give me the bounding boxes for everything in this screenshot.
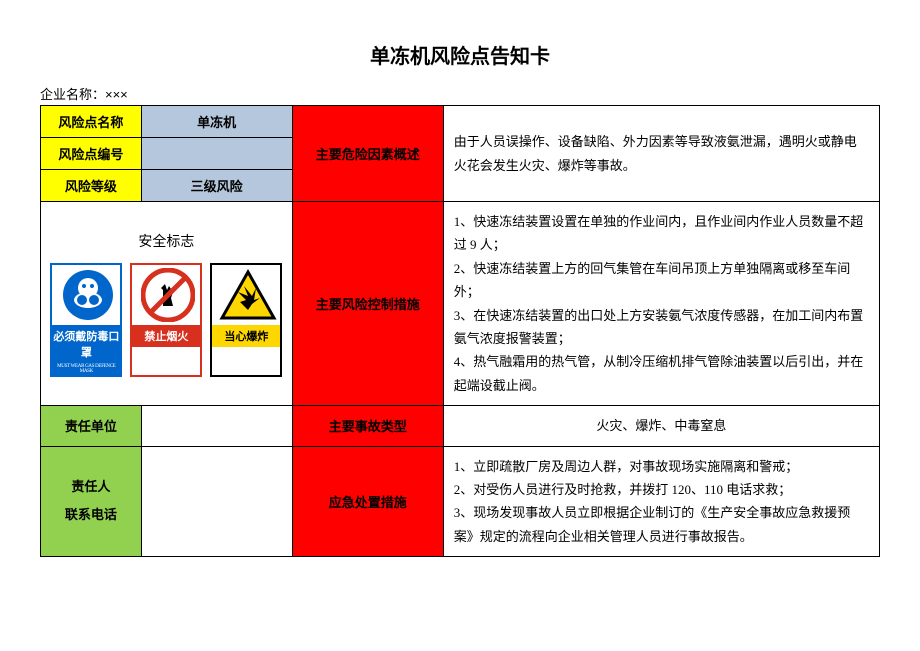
- sign-mask: 必须戴防毒口罩 MUST WEAR GAS DEFENCE MASK: [50, 263, 122, 377]
- label-control: 主要风险控制措施: [292, 202, 443, 406]
- value-accident-type: 火灾、爆炸、中毒窒息: [443, 406, 879, 446]
- value-control: 1、快速冻结装置设置在单独的作业间内，且作业间内作业人员数量不超过 9 人； 2…: [443, 202, 879, 406]
- value-risk-code: [141, 138, 292, 170]
- sign-explode-label: 当心爆炸: [212, 325, 280, 347]
- value-hazard-desc: 由于人员误操作、设备缺陷、外力因素等导致液氨泄漏，遇明火或静电火花会发生火灾、爆…: [443, 106, 879, 202]
- value-person-phone: [141, 446, 292, 557]
- sign-mask-sublabel: MUST WEAR GAS DEFENCE MASK: [52, 363, 120, 375]
- label-accident-type: 主要事故类型: [292, 406, 443, 446]
- mask-icon: [61, 268, 115, 322]
- safety-signs-cell: 安全标志 必须戴防毒口罩: [41, 202, 293, 406]
- label-person-phone: 责任人 联系电话: [41, 446, 142, 557]
- label-emergency: 应急处置措施: [292, 446, 443, 557]
- label-unit: 责任单位: [41, 406, 142, 446]
- label-risk-name: 风险点名称: [41, 106, 142, 138]
- value-unit: [141, 406, 292, 446]
- no-fire-icon: [141, 268, 195, 322]
- sign-explode: 当心爆炸: [210, 263, 282, 377]
- value-emergency: 1、立即疏散厂房及周边人群，对事故现场实施隔离和警戒； 2、对受伤人员进行及时抢…: [443, 446, 879, 557]
- sign-fire: 禁止烟火: [130, 263, 202, 377]
- label-phone: 联系电话: [49, 501, 133, 530]
- safety-sign-title: 安全标志: [41, 223, 292, 263]
- risk-card-table: 风险点名称 单冻机 主要危险因素概述 由于人员误操作、设备缺陷、外力因素等导致液…: [40, 105, 880, 557]
- sign-fire-label: 禁止烟火: [132, 325, 200, 347]
- document-title: 单冻机风险点告知卡: [40, 40, 880, 69]
- value-risk-level: 三级风险: [141, 170, 292, 202]
- label-risk-level: 风险等级: [41, 170, 142, 202]
- company-name: 企业名称：×××: [40, 84, 880, 103]
- explosion-icon: [218, 268, 278, 322]
- label-person: 责任人: [49, 473, 133, 502]
- label-hazard-desc: 主要危险因素概述: [292, 106, 443, 202]
- sign-mask-label: 必须戴防毒口罩: [52, 325, 120, 363]
- value-risk-name: 单冻机: [141, 106, 292, 138]
- label-risk-code: 风险点编号: [41, 138, 142, 170]
